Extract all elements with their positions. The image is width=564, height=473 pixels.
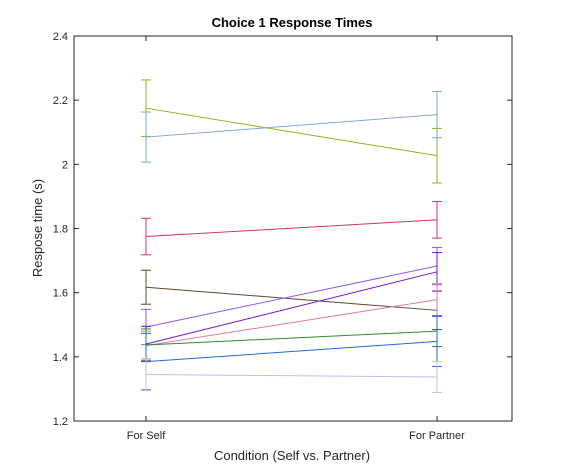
series-line bbox=[145, 265, 438, 328]
y-tick-label: 2.2 bbox=[53, 95, 68, 107]
series-line bbox=[145, 340, 438, 363]
x-axis-label: Condition (Self vs. Partner) bbox=[214, 448, 370, 463]
y-tick-label: 1.4 bbox=[53, 352, 68, 364]
series-line bbox=[145, 114, 438, 138]
series-line bbox=[145, 330, 438, 346]
y-tick-label: 2.4 bbox=[53, 31, 68, 43]
series-line bbox=[145, 271, 438, 345]
y-tick-label: 2 bbox=[62, 159, 68, 171]
plot-area bbox=[141, 79, 442, 393]
series-line bbox=[145, 373, 438, 378]
series-line bbox=[145, 107, 438, 157]
y-tick-label: 1.2 bbox=[53, 416, 68, 428]
series-line bbox=[145, 299, 438, 347]
y-tick-label: 1.8 bbox=[53, 224, 68, 236]
chart-title: Choice 1 Response Times bbox=[212, 15, 373, 30]
series-2 bbox=[141, 91, 442, 163]
axes: 1.2 1.4 1.6 1.8 2 2.2 2.4 For Self For Partner bbox=[53, 31, 513, 442]
series-line bbox=[145, 286, 438, 311]
series-line bbox=[145, 219, 438, 238]
y-tick-label: 1.6 bbox=[53, 288, 68, 300]
series-10 bbox=[141, 357, 442, 393]
x-tick-label: For Partner bbox=[409, 430, 465, 442]
series-3 bbox=[141, 201, 442, 256]
y-axis-label: Respose time (s) bbox=[30, 179, 45, 277]
x-tick-label: For Self bbox=[127, 430, 166, 442]
